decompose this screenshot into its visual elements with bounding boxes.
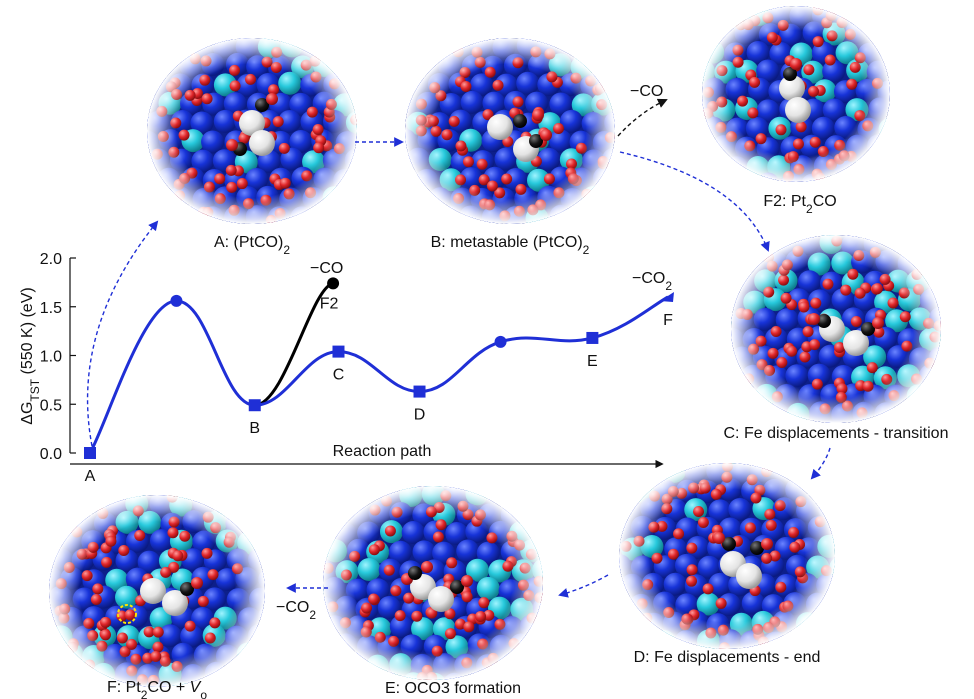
arrow-b-to-c bbox=[619, 151, 770, 252]
caption-f2: F2: Pt2CO bbox=[763, 193, 836, 216]
point-label-d: D bbox=[414, 407, 426, 424]
y-tick-label: 2.0 bbox=[40, 251, 62, 268]
data-point-a bbox=[84, 447, 96, 459]
annotation-f2-loss: −CO bbox=[310, 260, 343, 277]
series-f2-branch bbox=[254, 281, 334, 407]
point-label-e: E bbox=[587, 353, 598, 370]
snapshot-c-transition bbox=[731, 235, 941, 423]
data-point-f2 bbox=[327, 277, 340, 290]
caption-d: D: Fe displacements - end bbox=[634, 649, 821, 666]
caption-b: B: metastable (PtCO)2 bbox=[431, 234, 590, 257]
point-label-c: C bbox=[333, 367, 345, 384]
energy-chart: Reaction path ΔGTST (550 K) (eV) 0.0 0.5 1… bbox=[19, 251, 674, 485]
point-labels: A B C D E F F2 bbox=[85, 295, 673, 485]
y-tick-label: 1.0 bbox=[40, 349, 62, 366]
point-label-f: F bbox=[663, 312, 673, 329]
data-point-peak bbox=[494, 335, 507, 348]
data-point-peak bbox=[170, 294, 183, 307]
sequence-arrows bbox=[86, 98, 831, 598]
y-ticks: 0.0 0.5 1.0 1.5 2.0 bbox=[40, 251, 76, 463]
data-point-b bbox=[248, 399, 261, 412]
x-axis-label: Reaction path bbox=[333, 443, 432, 460]
point-label-a: A bbox=[85, 468, 96, 485]
arrow-b-to-f2 bbox=[617, 98, 668, 137]
point-label-f2: F2 bbox=[320, 295, 339, 312]
data-point-f bbox=[660, 292, 674, 302]
arrow-d-to-e bbox=[558, 574, 609, 598]
y-tick-label: 0.0 bbox=[40, 446, 62, 463]
annotation-f-loss: −CO2 bbox=[632, 270, 672, 293]
y-axis-label: ΔGTST (550 K) (eV) bbox=[19, 287, 42, 424]
data-point-d bbox=[413, 385, 426, 398]
snapshot-e-oco3 bbox=[323, 486, 543, 680]
data-point-e bbox=[586, 331, 599, 344]
caption-e: E: OCO3 formation bbox=[385, 680, 521, 697]
caption-f: F: Pt2CO + Vo bbox=[107, 679, 207, 699]
caption-a: A: (PtCO)2 bbox=[214, 234, 290, 257]
point-label-b: B bbox=[249, 420, 260, 437]
snapshot-f2-pt2co bbox=[702, 6, 890, 182]
caption-c: C: Fe displacements - transition bbox=[724, 425, 949, 442]
arrow-origin-to-a bbox=[86, 220, 159, 447]
snapshot-b-metastable bbox=[405, 38, 615, 224]
snapshot-d-end bbox=[619, 463, 835, 649]
oxygen-vacancy-marker bbox=[117, 604, 137, 624]
y-tick-label: 1.5 bbox=[40, 300, 62, 317]
data-point-c bbox=[332, 345, 345, 358]
snapshot-f-pt2co-vo bbox=[49, 495, 265, 687]
y-tick-label: 0.5 bbox=[40, 397, 62, 414]
arrow-c-to-d bbox=[810, 447, 831, 480]
label-e-to-f-loss: −CO2 bbox=[276, 599, 316, 622]
snapshot-a-ptco2 bbox=[147, 38, 357, 224]
point-markers bbox=[84, 277, 674, 459]
label-b-to-f2-loss: −CO bbox=[630, 83, 663, 100]
series-main-path bbox=[88, 295, 669, 454]
